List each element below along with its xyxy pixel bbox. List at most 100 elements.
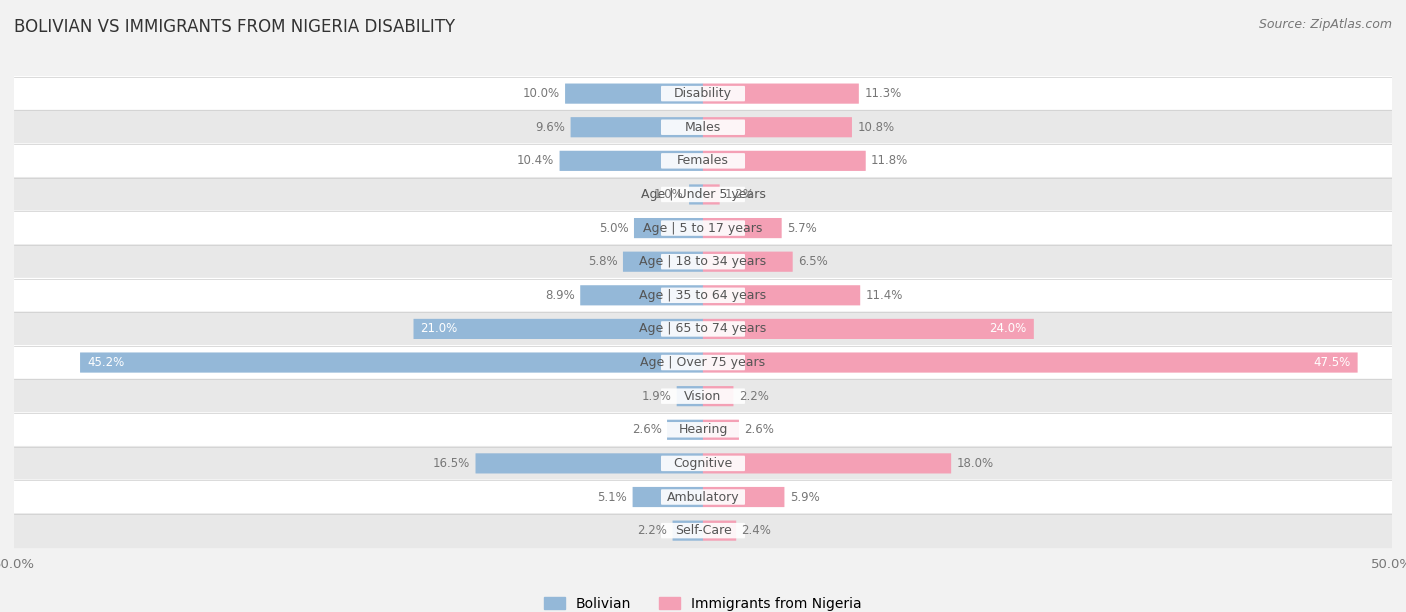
FancyBboxPatch shape <box>14 143 1392 178</box>
Text: 1.0%: 1.0% <box>654 188 683 201</box>
FancyBboxPatch shape <box>703 83 859 103</box>
FancyBboxPatch shape <box>666 420 703 440</box>
Text: 2.4%: 2.4% <box>741 524 772 537</box>
FancyBboxPatch shape <box>703 252 793 272</box>
FancyBboxPatch shape <box>14 244 1392 279</box>
FancyBboxPatch shape <box>80 353 703 373</box>
Text: 5.8%: 5.8% <box>588 255 617 268</box>
Text: 5.1%: 5.1% <box>598 490 627 504</box>
Text: 10.4%: 10.4% <box>517 154 554 167</box>
FancyBboxPatch shape <box>703 420 740 440</box>
FancyBboxPatch shape <box>661 288 745 303</box>
FancyBboxPatch shape <box>661 456 745 471</box>
Text: Age | 5 to 17 years: Age | 5 to 17 years <box>644 222 762 234</box>
FancyBboxPatch shape <box>703 521 737 541</box>
Text: 11.4%: 11.4% <box>866 289 903 302</box>
FancyBboxPatch shape <box>661 355 745 370</box>
FancyBboxPatch shape <box>661 220 745 236</box>
FancyBboxPatch shape <box>14 177 1392 212</box>
Text: 5.7%: 5.7% <box>787 222 817 234</box>
FancyBboxPatch shape <box>703 319 1033 339</box>
Text: 18.0%: 18.0% <box>956 457 994 470</box>
FancyBboxPatch shape <box>703 218 782 238</box>
FancyBboxPatch shape <box>14 110 1392 144</box>
FancyBboxPatch shape <box>661 422 745 438</box>
Text: Age | 35 to 64 years: Age | 35 to 64 years <box>640 289 766 302</box>
Text: Males: Males <box>685 121 721 134</box>
FancyBboxPatch shape <box>475 453 703 474</box>
FancyBboxPatch shape <box>633 487 703 507</box>
FancyBboxPatch shape <box>14 312 1392 346</box>
FancyBboxPatch shape <box>661 119 745 135</box>
Text: Source: ZipAtlas.com: Source: ZipAtlas.com <box>1258 18 1392 31</box>
Text: 5.0%: 5.0% <box>599 222 628 234</box>
FancyBboxPatch shape <box>672 521 703 541</box>
FancyBboxPatch shape <box>703 386 734 406</box>
FancyBboxPatch shape <box>703 285 860 305</box>
Legend: Bolivian, Immigrants from Nigeria: Bolivian, Immigrants from Nigeria <box>544 597 862 611</box>
Text: Age | 18 to 34 years: Age | 18 to 34 years <box>640 255 766 268</box>
Text: 11.3%: 11.3% <box>865 87 901 100</box>
Text: 45.2%: 45.2% <box>87 356 124 369</box>
FancyBboxPatch shape <box>14 379 1392 414</box>
FancyBboxPatch shape <box>703 487 785 507</box>
FancyBboxPatch shape <box>703 353 1358 373</box>
FancyBboxPatch shape <box>14 513 1392 548</box>
Text: 10.0%: 10.0% <box>523 87 560 100</box>
FancyBboxPatch shape <box>703 184 720 204</box>
FancyBboxPatch shape <box>413 319 703 339</box>
FancyBboxPatch shape <box>661 153 745 168</box>
FancyBboxPatch shape <box>14 211 1392 245</box>
Text: Females: Females <box>678 154 728 167</box>
Text: 2.6%: 2.6% <box>631 424 662 436</box>
FancyBboxPatch shape <box>661 187 745 202</box>
Text: 21.0%: 21.0% <box>420 323 458 335</box>
Text: 2.2%: 2.2% <box>738 390 769 403</box>
FancyBboxPatch shape <box>661 523 745 539</box>
Text: Self-Care: Self-Care <box>675 524 731 537</box>
FancyBboxPatch shape <box>14 412 1392 447</box>
FancyBboxPatch shape <box>14 76 1392 111</box>
FancyBboxPatch shape <box>689 184 703 204</box>
Text: Age | Over 75 years: Age | Over 75 years <box>641 356 765 369</box>
FancyBboxPatch shape <box>661 489 745 505</box>
FancyBboxPatch shape <box>565 83 703 103</box>
FancyBboxPatch shape <box>571 117 703 137</box>
Text: Cognitive: Cognitive <box>673 457 733 470</box>
FancyBboxPatch shape <box>623 252 703 272</box>
FancyBboxPatch shape <box>581 285 703 305</box>
FancyBboxPatch shape <box>661 86 745 102</box>
Text: 47.5%: 47.5% <box>1313 356 1351 369</box>
Text: 16.5%: 16.5% <box>433 457 470 470</box>
Text: 2.6%: 2.6% <box>744 424 775 436</box>
Text: 11.8%: 11.8% <box>872 154 908 167</box>
Text: Age | 65 to 74 years: Age | 65 to 74 years <box>640 323 766 335</box>
Text: Age | Under 5 years: Age | Under 5 years <box>641 188 765 201</box>
Text: Ambulatory: Ambulatory <box>666 490 740 504</box>
FancyBboxPatch shape <box>661 321 745 337</box>
Text: Vision: Vision <box>685 390 721 403</box>
Text: 6.5%: 6.5% <box>799 255 828 268</box>
FancyBboxPatch shape <box>14 278 1392 313</box>
Text: Disability: Disability <box>673 87 733 100</box>
Text: 2.2%: 2.2% <box>637 524 668 537</box>
FancyBboxPatch shape <box>14 480 1392 515</box>
Text: 9.6%: 9.6% <box>536 121 565 134</box>
FancyBboxPatch shape <box>560 151 703 171</box>
FancyBboxPatch shape <box>661 389 745 404</box>
FancyBboxPatch shape <box>14 446 1392 481</box>
Text: 1.9%: 1.9% <box>641 390 671 403</box>
FancyBboxPatch shape <box>703 151 866 171</box>
FancyBboxPatch shape <box>703 117 852 137</box>
FancyBboxPatch shape <box>634 218 703 238</box>
Text: 5.9%: 5.9% <box>790 490 820 504</box>
Text: Hearing: Hearing <box>678 424 728 436</box>
FancyBboxPatch shape <box>703 453 950 474</box>
Text: 24.0%: 24.0% <box>990 323 1026 335</box>
FancyBboxPatch shape <box>14 345 1392 380</box>
Text: BOLIVIAN VS IMMIGRANTS FROM NIGERIA DISABILITY: BOLIVIAN VS IMMIGRANTS FROM NIGERIA DISA… <box>14 18 456 36</box>
FancyBboxPatch shape <box>676 386 703 406</box>
Text: 10.8%: 10.8% <box>858 121 894 134</box>
FancyBboxPatch shape <box>661 254 745 269</box>
Text: 1.2%: 1.2% <box>725 188 755 201</box>
